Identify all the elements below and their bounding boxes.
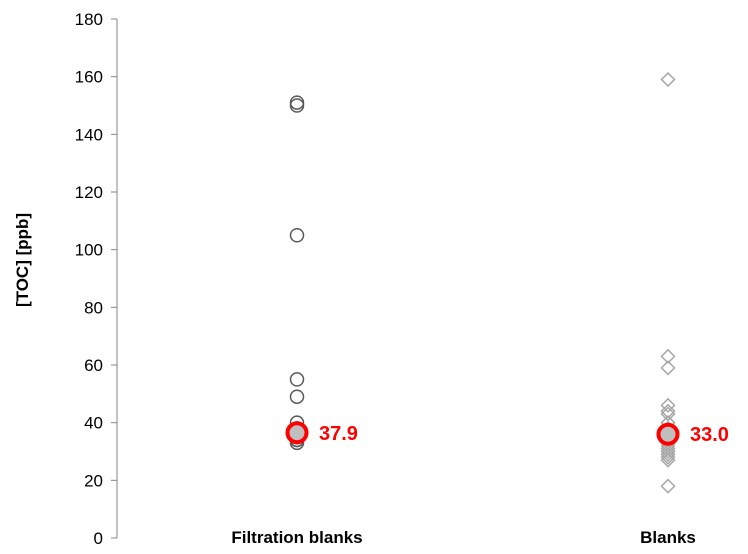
axis-layer xyxy=(111,18,118,539)
highlight-label: 33.0 xyxy=(690,424,729,446)
y-tick-label: 140 xyxy=(75,125,103,144)
data-point-circle xyxy=(289,98,305,113)
category-label: Filtration blanks xyxy=(231,528,362,547)
data-point-circle xyxy=(289,95,305,110)
data-point-diamond xyxy=(660,71,676,88)
y-tick-label: 100 xyxy=(75,241,103,260)
highlight-marker xyxy=(656,422,680,446)
data-point-circle xyxy=(289,389,305,404)
data-point-diamond xyxy=(660,360,676,376)
data-point-diamond xyxy=(660,443,676,460)
y-tick-label: 20 xyxy=(84,471,103,490)
mean-highlights: 37.9 33.0 xyxy=(285,421,729,446)
y-axis-label: [TOC] [ppb] xyxy=(13,213,32,307)
y-tick-label: 40 xyxy=(84,414,103,433)
data-point-diamond xyxy=(660,406,676,422)
data-point-circle xyxy=(289,372,305,387)
data-point-diamond xyxy=(660,397,676,413)
category-label: Blanks xyxy=(640,528,696,547)
data-point-diamond xyxy=(660,452,676,468)
y-tick-label: 0 xyxy=(94,529,103,548)
highlight-marker xyxy=(285,421,309,445)
data-point-diamond xyxy=(660,478,676,494)
highlight-label: 37.9 xyxy=(319,423,358,445)
data-point-diamond xyxy=(660,348,676,364)
y-tick-label: 180 xyxy=(75,10,103,29)
y-tick-label: 60 xyxy=(84,356,103,375)
category-labels: Filtration blanks Blanks xyxy=(231,528,696,547)
y-tick-labels: 0 20 40 60 80 100 120 140 160 180 xyxy=(75,10,103,548)
data-point-diamond xyxy=(660,446,676,462)
data-point-diamond xyxy=(660,449,676,465)
y-tick-label: 80 xyxy=(84,298,103,317)
data-point-diamond xyxy=(660,403,676,419)
y-tick-label: 160 xyxy=(75,68,103,87)
y-tick-label: 120 xyxy=(75,183,103,202)
data-point-circle xyxy=(289,228,305,243)
data-point-diamond xyxy=(660,441,676,457)
